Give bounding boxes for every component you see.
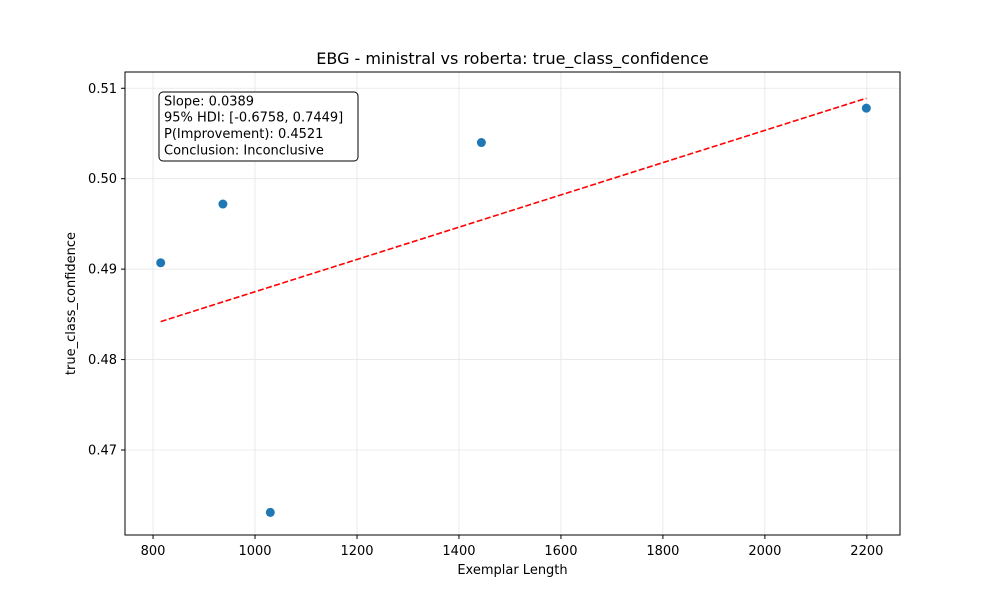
regression-line — [160, 97, 867, 323]
data-point — [861, 103, 871, 113]
x-tick-label: 1600 — [544, 544, 577, 559]
x-tick-label: 1800 — [646, 544, 679, 559]
x-tick-label: 2200 — [850, 544, 883, 559]
data-points — [156, 103, 871, 517]
y-tick-label: 0.47 — [88, 443, 117, 458]
x-axis-ticks: 800 1000 1200 1400 1600 1800 2000 2200 — [141, 535, 883, 559]
x-tick-label: 1400 — [442, 544, 475, 559]
annotation-slope: Slope: 0.0389 — [164, 95, 254, 110]
annotation-probability: P(Improvement): 0.4521 — [164, 127, 323, 142]
data-point — [476, 138, 486, 148]
x-axis-label: Exemplar Length — [457, 563, 567, 578]
y-tick-label: 0.51 — [88, 82, 117, 97]
y-axis-label: true_class_confidence — [64, 232, 79, 375]
fit-line-group — [160, 97, 867, 323]
x-tick-label: 1200 — [340, 544, 373, 559]
annotation-box — [158, 91, 359, 162]
x-tick-label: 1000 — [238, 544, 271, 559]
annotation-conclusion: Conclusion: Inconclusive — [164, 144, 324, 159]
y-tick-label: 0.49 — [88, 263, 117, 278]
y-tick-label: 0.50 — [88, 172, 117, 187]
chart-title: EBG - ministral vs roberta: true_class_c… — [316, 49, 708, 69]
grid-lines — [125, 72, 900, 535]
annotation-hdi: 95% HDI: [-0.6758, 0.7449] — [164, 111, 343, 126]
stats-annotation: Slope: 0.0389 95% HDI: [-0.6758, 0.7449]… — [158, 91, 359, 162]
data-point — [218, 199, 228, 209]
y-tick-label: 0.48 — [88, 353, 117, 368]
data-point — [156, 258, 166, 268]
y-axis-ticks: 0.47 0.48 0.49 0.50 0.51 — [88, 82, 125, 458]
plot-frame — [124, 71, 901, 536]
x-tick-label: 2000 — [748, 544, 781, 559]
data-point — [265, 507, 275, 517]
x-tick-label: 800 — [141, 544, 166, 559]
